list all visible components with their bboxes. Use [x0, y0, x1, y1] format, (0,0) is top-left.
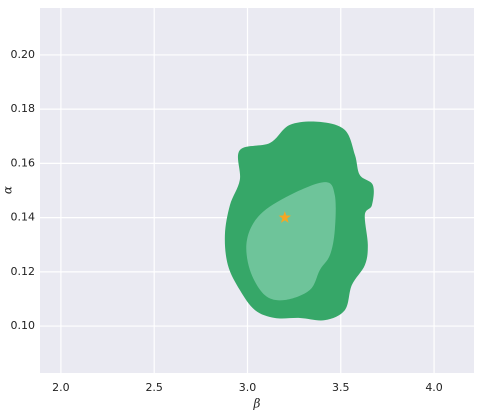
- y-axis-label: α: [1, 186, 15, 194]
- contour-region: [246, 182, 336, 301]
- x-tick-label: 2.5: [145, 381, 163, 394]
- y-tick-label: 0.14: [11, 211, 36, 224]
- x-tick-label: 3.5: [332, 381, 350, 394]
- x-tick-label: 2.0: [52, 381, 70, 394]
- y-tick-label: 0.16: [11, 156, 36, 169]
- star-marker: [278, 211, 291, 223]
- y-tick-label: 0.18: [11, 102, 36, 115]
- x-axis-label: β: [253, 397, 261, 411]
- y-tick-label: 0.12: [11, 265, 36, 278]
- x-tick-label: 3.0: [239, 381, 257, 394]
- y-tick-label: 0.10: [11, 319, 36, 332]
- y-tick-label: 0.20: [11, 48, 36, 61]
- x-tick-label: 4.0: [425, 381, 443, 394]
